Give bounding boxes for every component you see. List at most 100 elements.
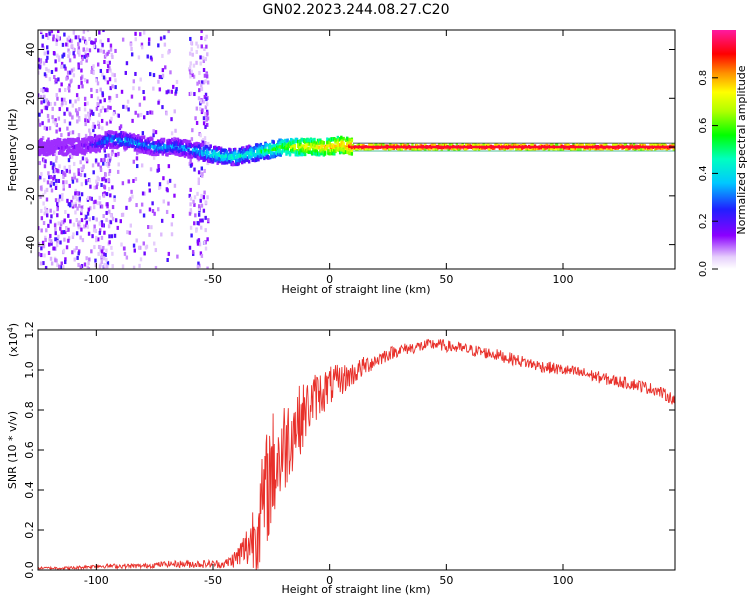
spectrogram-ridge-cell: [317, 145, 321, 149]
spectrogram-ridge-cell: [428, 146, 432, 151]
spectrogram-point: [55, 178, 58, 183]
spectrogram-ridge-cell: [321, 143, 324, 148]
spectrogram-point: [98, 264, 102, 269]
spectrogram-point: [99, 168, 103, 173]
spectrogram-ridge-cell: [46, 139, 49, 144]
spectrogram-point: [38, 57, 40, 62]
spectrogram-point: [47, 175, 51, 180]
spectrogram-ridge-cell: [313, 137, 316, 142]
spectrogram-point: [76, 206, 79, 211]
spectrogram-point: [167, 251, 171, 256]
spectrogram-ridge-cell: [81, 151, 84, 155]
spectrogram-point: [158, 87, 162, 92]
spectrogram-point: [57, 116, 61, 121]
spectrogram-point: [197, 181, 200, 186]
spectrogram-point: [106, 61, 109, 66]
spectrogram-point: [77, 171, 80, 176]
spectrogram-point: [46, 213, 49, 218]
spectrogram-ridge-cell: [303, 152, 307, 157]
spectrogram-ridge-cell: [109, 134, 112, 139]
spectrogram-point: [40, 172, 43, 177]
spectrogram-point: [62, 230, 65, 235]
spectrogram-point: [61, 101, 64, 106]
spectrogram-point: [110, 234, 114, 239]
spectrogram-point: [84, 41, 88, 46]
spectrogram-ridge-cell: [277, 152, 280, 157]
spectrogram-point: [111, 72, 114, 77]
spectrogram-point: [57, 234, 60, 239]
spectrogram-point: [201, 140, 205, 145]
spectrogram-ridge-cell: [482, 143, 485, 147]
snr-ytick-label: 0.0: [23, 561, 36, 579]
spectrogram-point: [85, 53, 88, 58]
spectrogram-ridge-cell: [257, 157, 260, 162]
spectrogram-point: [39, 58, 43, 63]
spectrogram-point: [99, 99, 102, 104]
spectrogram-point: [81, 84, 84, 89]
spectrogram-ridge-cell: [265, 143, 268, 147]
spectrogram-point: [195, 228, 198, 233]
spectrogram-point: [65, 227, 68, 232]
spectrogram-point: [96, 101, 99, 106]
spectrogram-point: [113, 197, 116, 202]
snr-multiplier-base: (x10: [7, 332, 20, 357]
spectrogram-point: [102, 161, 105, 166]
spectrogram-point: [69, 99, 72, 104]
spectrogram-point: [108, 60, 111, 65]
snr-ytick-label: 0.8: [23, 401, 36, 419]
spectrogram-point: [52, 176, 55, 181]
spectrogram-point: [46, 35, 50, 40]
spectrogram-point: [114, 78, 117, 83]
spectrogram-ridge-cell: [328, 151, 331, 156]
spectrogram-point: [92, 216, 95, 221]
spectrogram-ridge-cell: [579, 147, 582, 151]
spectrogram-ridge-cell: [258, 145, 261, 150]
spectrogram-point: [87, 113, 90, 118]
spectrogram-point: [56, 168, 59, 173]
spectrogram-point: [109, 213, 113, 218]
spectrogram-point: [83, 262, 87, 267]
spectrogram-ridge-cell: [62, 143, 65, 148]
spectrogram-point: [45, 126, 48, 131]
spectrogram-ridge-cell: [559, 147, 562, 152]
spectrogram-point: [99, 48, 103, 53]
spectrogram-point: [152, 133, 155, 138]
spectrogram-ridge-cell: [233, 151, 237, 156]
spectrogram-point: [125, 105, 128, 110]
spectrogram-point: [47, 101, 50, 106]
spectrogram-point: [56, 207, 59, 212]
spectrogram-point: [203, 168, 206, 173]
spectrogram-point: [99, 245, 102, 250]
spectrogram-point: [106, 204, 109, 209]
spectrogram-point: [99, 247, 102, 252]
spectrogram-point: [68, 203, 72, 208]
spectrogram-point: [142, 241, 145, 246]
spectrogram-point: [70, 44, 74, 49]
spectrogram-point: [170, 222, 174, 227]
spectrogram-point: [134, 37, 137, 42]
spectrogram-point: [169, 70, 172, 75]
spectrogram-point: [109, 86, 112, 91]
spectrogram-point: [148, 232, 151, 237]
spectrogram-point: [130, 52, 134, 57]
spectrogram-point: [56, 202, 59, 207]
spectrogram-point: [109, 105, 112, 110]
spectrogram-point: [170, 131, 174, 136]
spectrogram-point: [59, 240, 62, 245]
spectrogram-ridge-cell: [242, 146, 245, 150]
spectrogram-ridge-cell: [336, 135, 340, 140]
spectrogram-point: [52, 169, 55, 174]
spectrogram-point: [38, 93, 40, 98]
spectrogram-ridge-cell: [555, 143, 559, 147]
spectrogram-point: [202, 208, 206, 213]
spectrogram-point: [60, 61, 64, 66]
spectrogram-point: [102, 75, 106, 80]
spectrogram-point: [157, 164, 160, 169]
spectrogram-ridge-cell: [214, 145, 217, 150]
spectrogram-point: [163, 42, 167, 47]
snr-panel: -100 -50 0 50 100 0.0 0.2 0.4 0.6 0.8 1.0 1.2 Heigh…: [6, 321, 676, 596]
spectrogram-point: [38, 161, 42, 166]
spectrogram-point: [55, 67, 58, 72]
spectrogram-ridge-cell: [322, 141, 326, 145]
spectrogram-point: [132, 86, 135, 91]
